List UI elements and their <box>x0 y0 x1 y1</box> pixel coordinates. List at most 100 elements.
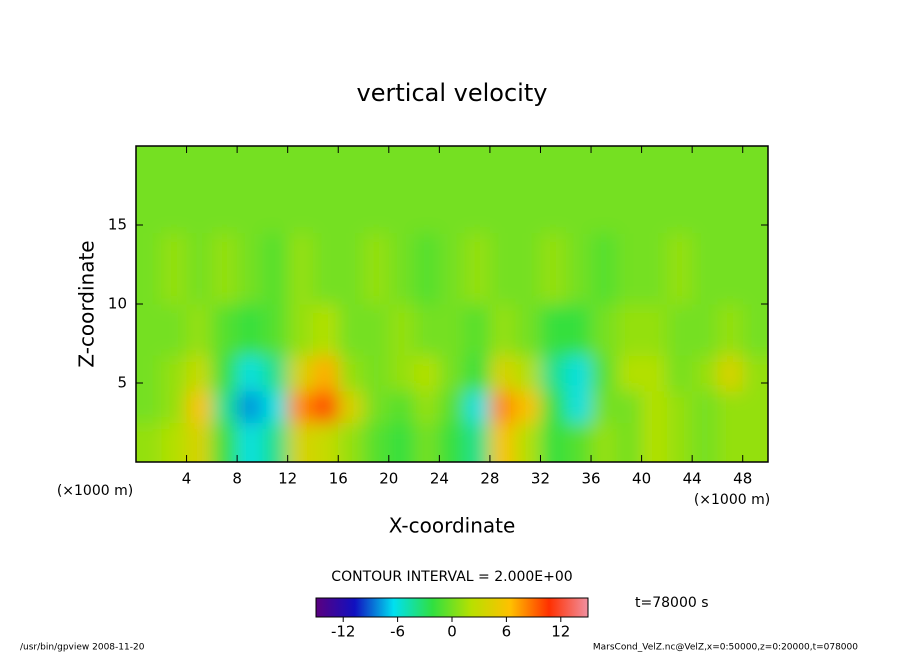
field-cell <box>540 304 567 356</box>
field-cell <box>186 390 213 423</box>
field-cell <box>312 355 339 392</box>
field-cell <box>489 422 516 462</box>
field-cell <box>312 146 339 234</box>
field-cell <box>666 232 693 305</box>
field-cell <box>591 355 617 392</box>
x-tick-label: 36 <box>581 470 600 488</box>
field-cell <box>742 390 768 423</box>
field-cell <box>464 304 491 356</box>
field-cell <box>565 304 592 356</box>
colorbar-tick-label: 12 <box>551 623 570 641</box>
field-cell <box>161 232 188 305</box>
field-cell <box>136 355 162 392</box>
field-cell <box>616 232 643 305</box>
x-unit: (×1000 m) <box>694 492 770 508</box>
y-tick-label: 10 <box>108 295 127 313</box>
field-cell <box>287 422 314 462</box>
field-cell <box>666 304 693 356</box>
field-cell <box>388 304 415 356</box>
field-cell <box>338 232 365 305</box>
field-cell <box>186 146 213 234</box>
field-cell <box>312 304 339 356</box>
colorbar-tick-label: 6 <box>502 623 512 641</box>
chart-title: vertical velocity <box>357 79 548 107</box>
field-cell <box>363 390 390 423</box>
field-cell <box>388 390 415 423</box>
field-cell <box>211 304 238 356</box>
field-cell <box>136 390 162 423</box>
field-cell <box>591 304 617 356</box>
field-cell <box>363 232 390 305</box>
field-cell <box>489 304 516 356</box>
field-cell <box>515 304 541 356</box>
field-cell <box>237 232 263 305</box>
field-cell <box>338 390 365 423</box>
x-tick-label: 20 <box>379 470 398 488</box>
field-cell <box>616 355 643 392</box>
field-cell <box>312 232 339 305</box>
field-cell <box>414 304 440 356</box>
y-tick-label: 15 <box>108 216 127 234</box>
colorbar <box>315 597 589 618</box>
field-cell <box>363 355 390 392</box>
cells <box>136 146 768 462</box>
footer-left: /usr/bin/gpview 2008-11-20 <box>20 643 145 653</box>
field-cell <box>742 232 768 305</box>
field-cell <box>312 390 339 423</box>
field-cell <box>489 232 516 305</box>
field-cell <box>439 390 466 423</box>
field-cell <box>666 146 693 234</box>
field-cell <box>742 146 768 234</box>
field-cell <box>414 232 440 305</box>
field-cell <box>186 304 213 356</box>
field-cell <box>186 422 213 462</box>
field-cell <box>388 355 415 392</box>
y-tick-label: 5 <box>117 374 127 392</box>
field-cell <box>591 232 617 305</box>
field-cell <box>338 355 365 392</box>
field-cell <box>565 390 592 423</box>
field-cell <box>439 355 466 392</box>
field-cell <box>489 146 516 234</box>
field-cell <box>464 355 491 392</box>
contour-note: CONTOUR INTERVAL = 2.000E+00 <box>331 569 572 585</box>
field-cell <box>363 422 390 462</box>
field-cell <box>692 390 718 423</box>
field-cell <box>388 422 415 462</box>
field-cell <box>439 146 466 234</box>
field-cell <box>136 304 162 356</box>
time-label: t=78000 s <box>635 595 709 611</box>
field-cell <box>211 232 238 305</box>
y-unit: (×1000 m) <box>57 483 133 499</box>
field-cell <box>237 422 263 462</box>
field-cell <box>388 146 415 234</box>
field-cell <box>591 422 617 462</box>
field-cell <box>666 390 693 423</box>
field-cell <box>489 355 516 392</box>
field-cell <box>742 355 768 392</box>
field-cell <box>464 422 491 462</box>
colorbar-tick-label: -6 <box>390 623 405 641</box>
field <box>136 146 768 462</box>
colorbar-tick-label: -12 <box>331 623 356 641</box>
field-cell <box>161 355 188 392</box>
field-cell <box>717 355 744 392</box>
field-cell <box>540 232 567 305</box>
field-cell <box>540 390 567 423</box>
field-cell <box>641 146 668 234</box>
field-cell <box>515 422 541 462</box>
x-tick-label: 28 <box>480 470 499 488</box>
field-cell <box>565 355 592 392</box>
field-cell <box>287 304 314 356</box>
field-cell <box>692 146 718 234</box>
field-cell <box>439 304 466 356</box>
field-cell <box>692 355 718 392</box>
field-cell <box>565 146 592 234</box>
field-cell <box>616 422 643 462</box>
field-cell <box>414 355 440 392</box>
x-tick-label: 8 <box>232 470 242 488</box>
field-cell <box>692 304 718 356</box>
field-cell <box>136 422 162 462</box>
x-tick-label: 4 <box>182 470 192 488</box>
